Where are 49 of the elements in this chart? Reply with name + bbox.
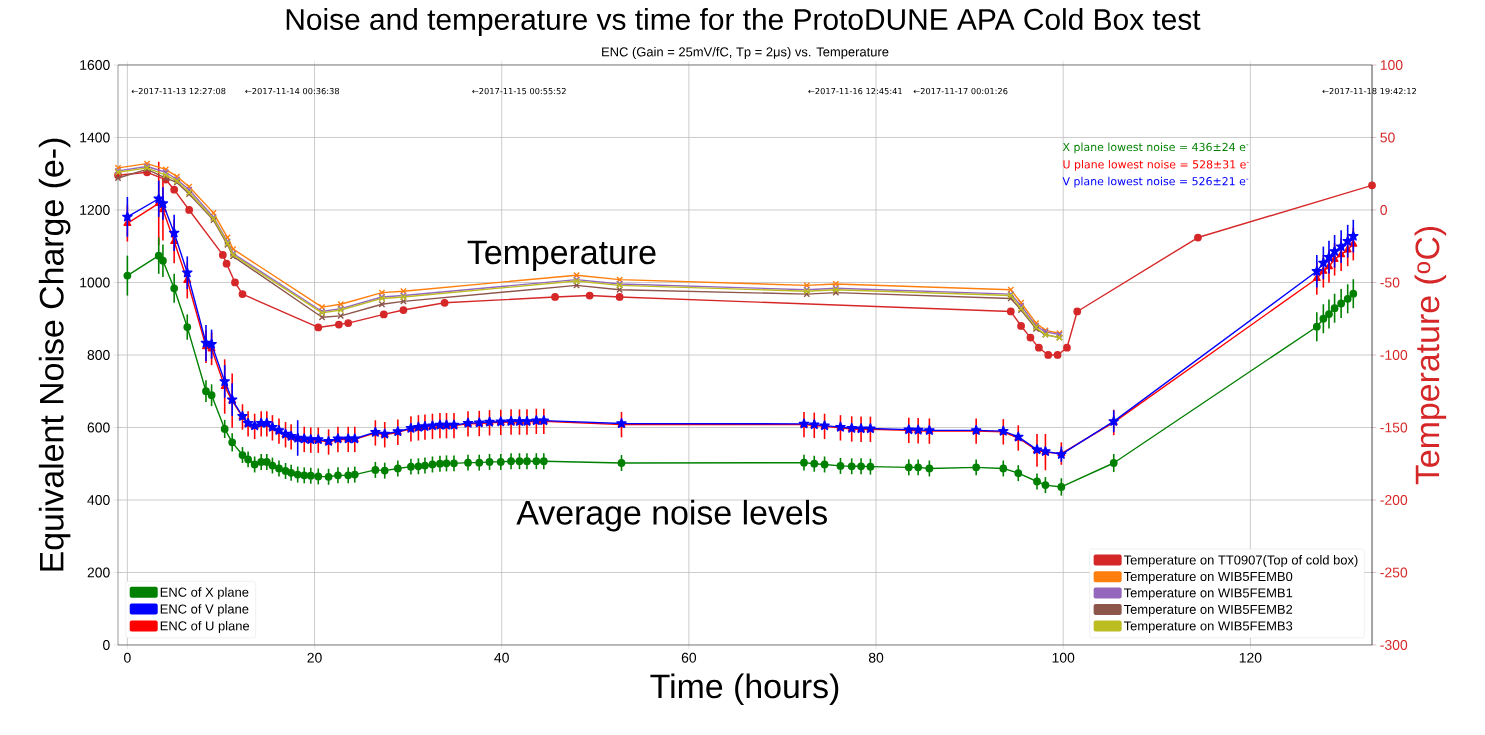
y2-tick-label: -50 bbox=[1380, 277, 1400, 288]
annotation: X plane lowest noise = 436±24 e$^{-}$ bbox=[1062, 142, 1249, 154]
chart-subtitle: ENC (Gain = 25mV/fC, Tp = 2μs) vs. Temperature bbox=[602, 46, 889, 60]
annotation: ←2017-11-14 00:36:38 bbox=[245, 87, 340, 95]
x-tick-label: 0 bbox=[124, 652, 131, 663]
legend-label: ENC of V plane bbox=[160, 604, 249, 617]
legend-label: Temperature on WIB5FEMB0 bbox=[1123, 571, 1293, 584]
y2-tick-label: -100 bbox=[1380, 350, 1408, 360]
y2-tick-label: -300 bbox=[1380, 640, 1408, 650]
x-axis-title: Time (hours) bbox=[650, 673, 839, 706]
legend-label: ENC of X plane bbox=[160, 587, 249, 600]
y2-axis-title: Temperature ($^{o}$C) bbox=[1414, 226, 1447, 485]
annotation: ←2017-11-18 19:42:12 bbox=[1322, 87, 1416, 95]
legend-label: Temperature on WIB5FEMB3 bbox=[1123, 621, 1293, 634]
chart-title: Noise and temperature vs time for the ProtoDUNE APA Cold Box test bbox=[286, 8, 1201, 36]
y-tick-label: 600 bbox=[87, 422, 110, 433]
y2-tick-label: 100 bbox=[1380, 60, 1403, 70]
legend-label: Temperature on WIB5FEMB1 bbox=[1123, 588, 1293, 601]
y-axis-title: Equivalent Noise Charge (e-) bbox=[38, 138, 71, 571]
y2-tick-label: -250 bbox=[1380, 567, 1408, 578]
y2-tick-label: -200 bbox=[1380, 495, 1408, 505]
annotation: ←2017-11-16 12:45:41 bbox=[808, 87, 902, 95]
annotation: ←2017-11-17 00:01:26 bbox=[913, 87, 1008, 95]
y-tick-label: 0 bbox=[103, 640, 110, 650]
y2-tick-label: 0 bbox=[1380, 205, 1388, 215]
y-tick-label: 200 bbox=[87, 567, 110, 578]
x-tick-label: 40 bbox=[494, 652, 509, 663]
x-tick-label: 100 bbox=[1052, 652, 1075, 663]
y-tick-label: 1000 bbox=[80, 277, 110, 288]
x-tick-label: 20 bbox=[307, 652, 322, 663]
y2-tick-label: 50 bbox=[1380, 132, 1395, 143]
legend-label: ENC of U plane bbox=[160, 620, 250, 634]
y2-tick-label: -150 bbox=[1380, 422, 1408, 433]
x-tick-label: 60 bbox=[681, 652, 697, 663]
y-tick-label: 400 bbox=[87, 495, 110, 505]
x-tick-label: 80 bbox=[868, 652, 884, 663]
annotation: ←2017-11-13 12:27:08 bbox=[131, 87, 226, 95]
y-tick-label: 1400 bbox=[80, 132, 110, 143]
legend-label: Temperature on WIB5FEMB2 bbox=[1123, 604, 1293, 617]
annotation: Average noise levels bbox=[516, 499, 827, 532]
y-tick-label: 800 bbox=[87, 350, 110, 360]
annotation: U plane lowest noise = 528±31 e$^{-}$ bbox=[1063, 160, 1249, 171]
annotation: V plane lowest noise = 526±21 e$^{-}$ bbox=[1062, 176, 1249, 188]
annotation: Temperature bbox=[467, 240, 656, 271]
y-tick-label: 1200 bbox=[80, 205, 110, 215]
y-tick-label: 1600 bbox=[80, 60, 110, 70]
annotation: ←2017-11-15 00:55:52 bbox=[472, 87, 566, 95]
x-tick-label: 120 bbox=[1239, 652, 1262, 663]
legend-label: Temperature on TT0907(Top of cold box) bbox=[1123, 555, 1358, 568]
